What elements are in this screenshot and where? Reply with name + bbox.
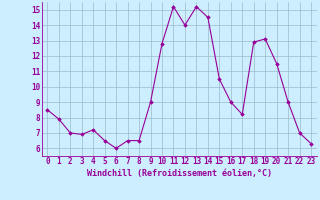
X-axis label: Windchill (Refroidissement éolien,°C): Windchill (Refroidissement éolien,°C) [87, 169, 272, 178]
